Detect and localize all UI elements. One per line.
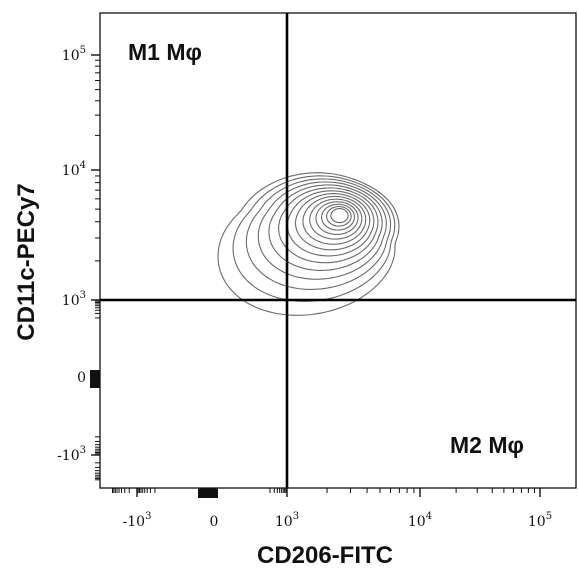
x-axis-ticks: -103 0 103 104 105 [112, 488, 552, 530]
y-tick-label: 0 [77, 370, 86, 386]
quadrant-label-m2: M2 Mφ [450, 432, 524, 458]
x-edge-events [198, 488, 218, 498]
y-edge-events [90, 370, 100, 388]
contour-level [302, 195, 367, 245]
contour-level [315, 201, 359, 235]
y-axis-ticks: 105 104 103 0 -103 [57, 45, 100, 481]
y-tick-label: 104 [62, 160, 86, 179]
contour-level [321, 203, 355, 231]
x-tick-label: 103 [275, 511, 299, 530]
y-tick-label: 105 [62, 45, 86, 64]
contour-level [330, 208, 349, 224]
contour-level [232, 175, 396, 302]
contour-level [217, 172, 400, 316]
contour-level [278, 187, 379, 264]
plot-frame [99, 12, 577, 489]
y-tick-label: 103 [62, 290, 86, 309]
x-tick-label: 0 [210, 514, 219, 530]
x-tick-label: 105 [528, 511, 552, 530]
contour-level [309, 198, 363, 240]
x-axis-title: CD206-FITC [257, 542, 393, 569]
axis-edge-events [90, 370, 218, 498]
contour-level [245, 178, 392, 290]
contour-level [268, 184, 383, 271]
contour-level [326, 205, 352, 227]
y-axis-title: CD11c-PECy7 [13, 183, 40, 340]
x-tick-label: 104 [408, 511, 432, 530]
y-tick-label: -103 [57, 445, 86, 464]
contour-level [257, 181, 387, 280]
contour-level [294, 193, 371, 251]
contour-lines [217, 172, 400, 316]
quadrant-label-m1: M1 Mφ [128, 39, 202, 65]
x-tick-label: -103 [123, 511, 152, 530]
